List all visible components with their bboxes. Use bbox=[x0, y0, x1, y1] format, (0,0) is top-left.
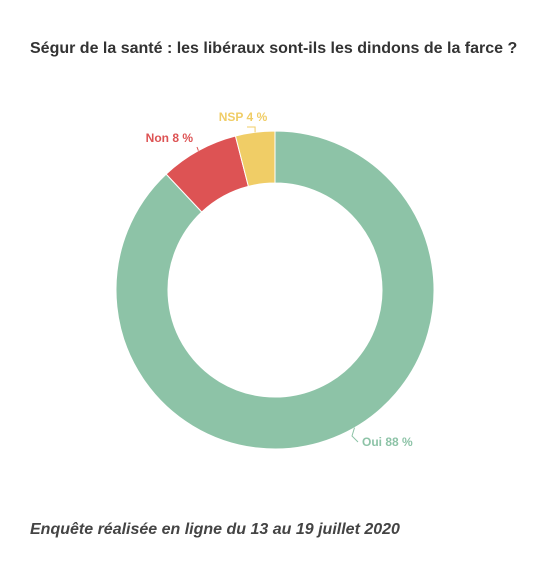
slice-oui bbox=[115, 130, 435, 450]
chart-title: Ségur de la santé : les libéraux sont-il… bbox=[30, 40, 518, 57]
survey-footnote: Enquête réalisée en ligne du 13 au 19 ju… bbox=[30, 521, 400, 538]
label-nsp: NSP 4 % bbox=[219, 110, 268, 124]
slice-labels: Oui 88 % Non 8 % NSP 4 % bbox=[146, 110, 413, 449]
label-oui: Oui 88 % bbox=[362, 435, 413, 449]
connector-nsp bbox=[247, 126, 256, 133]
label-non: Non 8 % bbox=[146, 131, 194, 145]
slice-nsp bbox=[234, 130, 276, 187]
connector-oui bbox=[351, 427, 359, 443]
connector-non bbox=[196, 146, 199, 151]
donut-slices bbox=[115, 130, 435, 450]
